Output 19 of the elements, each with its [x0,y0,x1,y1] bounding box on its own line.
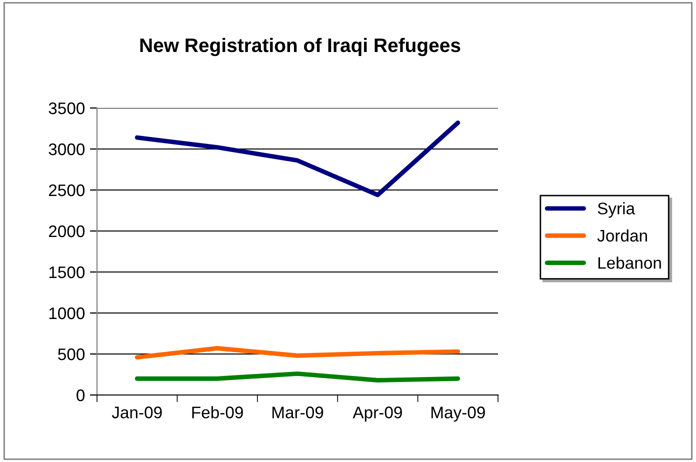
x-tick-label: Jan-09 [112,406,162,418]
y-tick-label: 2500 [48,184,85,196]
y-tick-label: 3500 [48,102,85,114]
y-tick-label: 2000 [48,225,85,238]
y-tick-label: 0 [76,389,85,402]
legend-label: Syria [598,202,636,218]
y-tick-label: 3000 [48,143,85,156]
y-tick-label: 1500 [49,266,85,278]
legend-label: Lebanon [598,256,661,269]
y-tick-label: 1000 [49,307,85,320]
x-tick-label: May-09 [431,406,485,422]
legend-label: Jordan [597,229,647,242]
chart-title: New Registration of Iraqi Refugees [140,38,460,56]
line-series [134,120,460,198]
x-tick-label: Mar-09 [272,406,324,418]
line-series [134,346,460,360]
x-tick-label: Apr-09 [352,406,402,422]
x-tick-label: Feb-09 [192,406,243,418]
y-tick-label: 500 [58,348,85,360]
